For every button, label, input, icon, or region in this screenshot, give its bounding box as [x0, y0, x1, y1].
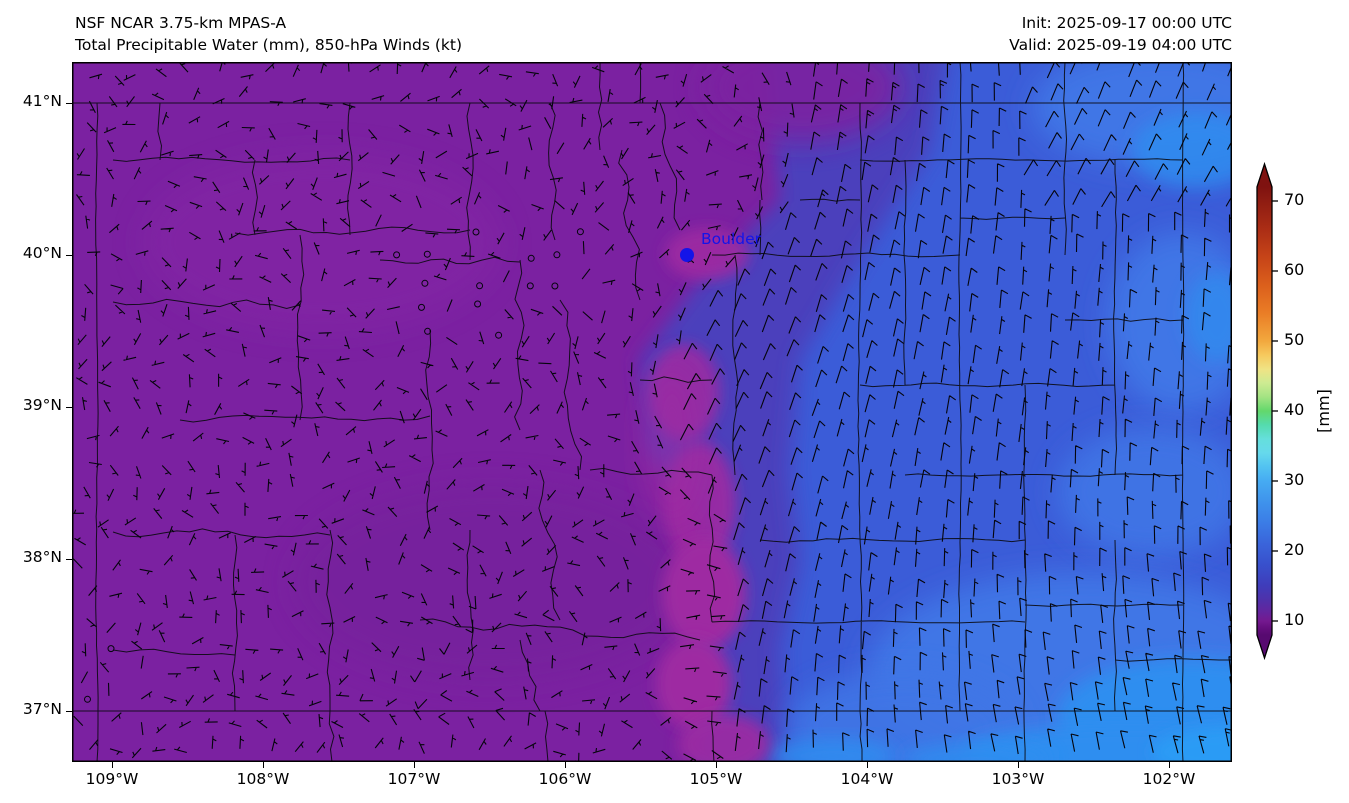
colorbar-unit-label: [mm] [1313, 389, 1333, 433]
y-tick-label: 38°N [22, 548, 62, 566]
x-tick-mark [565, 762, 566, 768]
colorbar-tick-label: 50 [1284, 330, 1305, 349]
boulder-city-label: Boulder [701, 230, 762, 248]
x-tick-label: 106°W [538, 770, 592, 788]
y-tick-label: 37°N [22, 700, 62, 718]
city-marker-boulder: Boulder [680, 230, 762, 262]
y-tick-mark [66, 559, 72, 560]
colorbar-tick-label: 40 [1284, 400, 1305, 419]
x-tick-mark [263, 762, 264, 768]
x-tick-mark [716, 762, 717, 768]
colorbar-tick-label: 70 [1284, 190, 1305, 209]
plot-subtitle: Total Precipitable Water (mm), 850-hPa W… [75, 36, 463, 54]
x-tick-label: 105°W [689, 770, 743, 788]
county-boundaries [72, 62, 1232, 762]
colorbar-tick-label: 30 [1284, 470, 1305, 489]
colorbar-tick-label: 10 [1284, 610, 1305, 629]
wind-barbs [72, 62, 1232, 762]
plot-title: NSF NCAR 3.75-km MPAS-A [75, 14, 287, 32]
x-tick-label: 108°W [236, 770, 290, 788]
x-tick-label: 103°W [991, 770, 1045, 788]
x-tick-mark [112, 762, 113, 768]
colorbar-tick-label: 20 [1284, 540, 1305, 559]
x-tick-label: 102°W [1142, 770, 1196, 788]
x-tick-label: 109°W [85, 770, 139, 788]
y-tick-mark [66, 103, 72, 104]
y-tick-label: 39°N [22, 396, 62, 414]
valid-time: Valid: 2025-09-19 04:00 UTC [1009, 36, 1232, 54]
x-tick-label: 104°W [840, 770, 894, 788]
colorbar [1256, 161, 1278, 661]
y-tick-mark [66, 711, 72, 712]
y-tick-label: 40°N [22, 244, 62, 262]
tpw-field [72, 62, 1232, 762]
boulder-dot [680, 248, 694, 262]
plot-frame [72, 62, 1232, 762]
x-tick-mark [414, 762, 415, 768]
y-tick-mark [66, 407, 72, 408]
weather-map-canvas: Boulder [72, 62, 1232, 762]
y-tick-mark [66, 255, 72, 256]
x-tick-mark [867, 762, 868, 768]
x-tick-mark [1018, 762, 1019, 768]
colorbar-tick-label: 60 [1284, 260, 1305, 279]
x-tick-mark [1169, 762, 1170, 768]
init-time: Init: 2025-09-17 00:00 UTC [1021, 14, 1232, 32]
y-tick-label: 41°N [22, 92, 62, 110]
x-tick-label: 107°W [387, 770, 441, 788]
